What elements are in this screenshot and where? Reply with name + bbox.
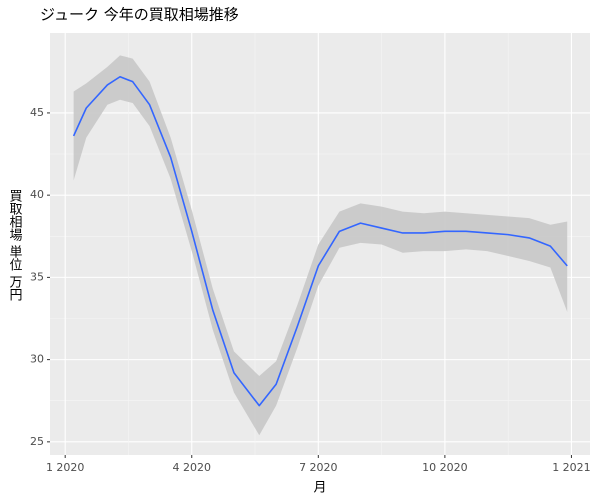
x-tick-label: 7 2020: [299, 461, 338, 474]
x-axis-label: 月: [313, 481, 326, 496]
y-axis-label: 買取相場 単位 万円: [7, 189, 23, 302]
y-tick-label: 25: [30, 435, 44, 448]
x-tick-label: 10 2020: [422, 461, 468, 474]
y-tick-label: 35: [30, 270, 44, 283]
x-tick-label: 1 2020: [46, 461, 85, 474]
x-tick-label: 4 2020: [173, 461, 212, 474]
y-tick-label: 30: [30, 353, 44, 366]
trend-line: [72, 75, 568, 407]
confidence-band: [73, 55, 568, 436]
x-tick-label: 1 2021: [552, 461, 591, 474]
y-tick-label: 45: [30, 106, 44, 119]
chart-title: ジューク 今年の買取相場推移: [40, 6, 239, 24]
y-tick-label: 40: [30, 188, 44, 201]
